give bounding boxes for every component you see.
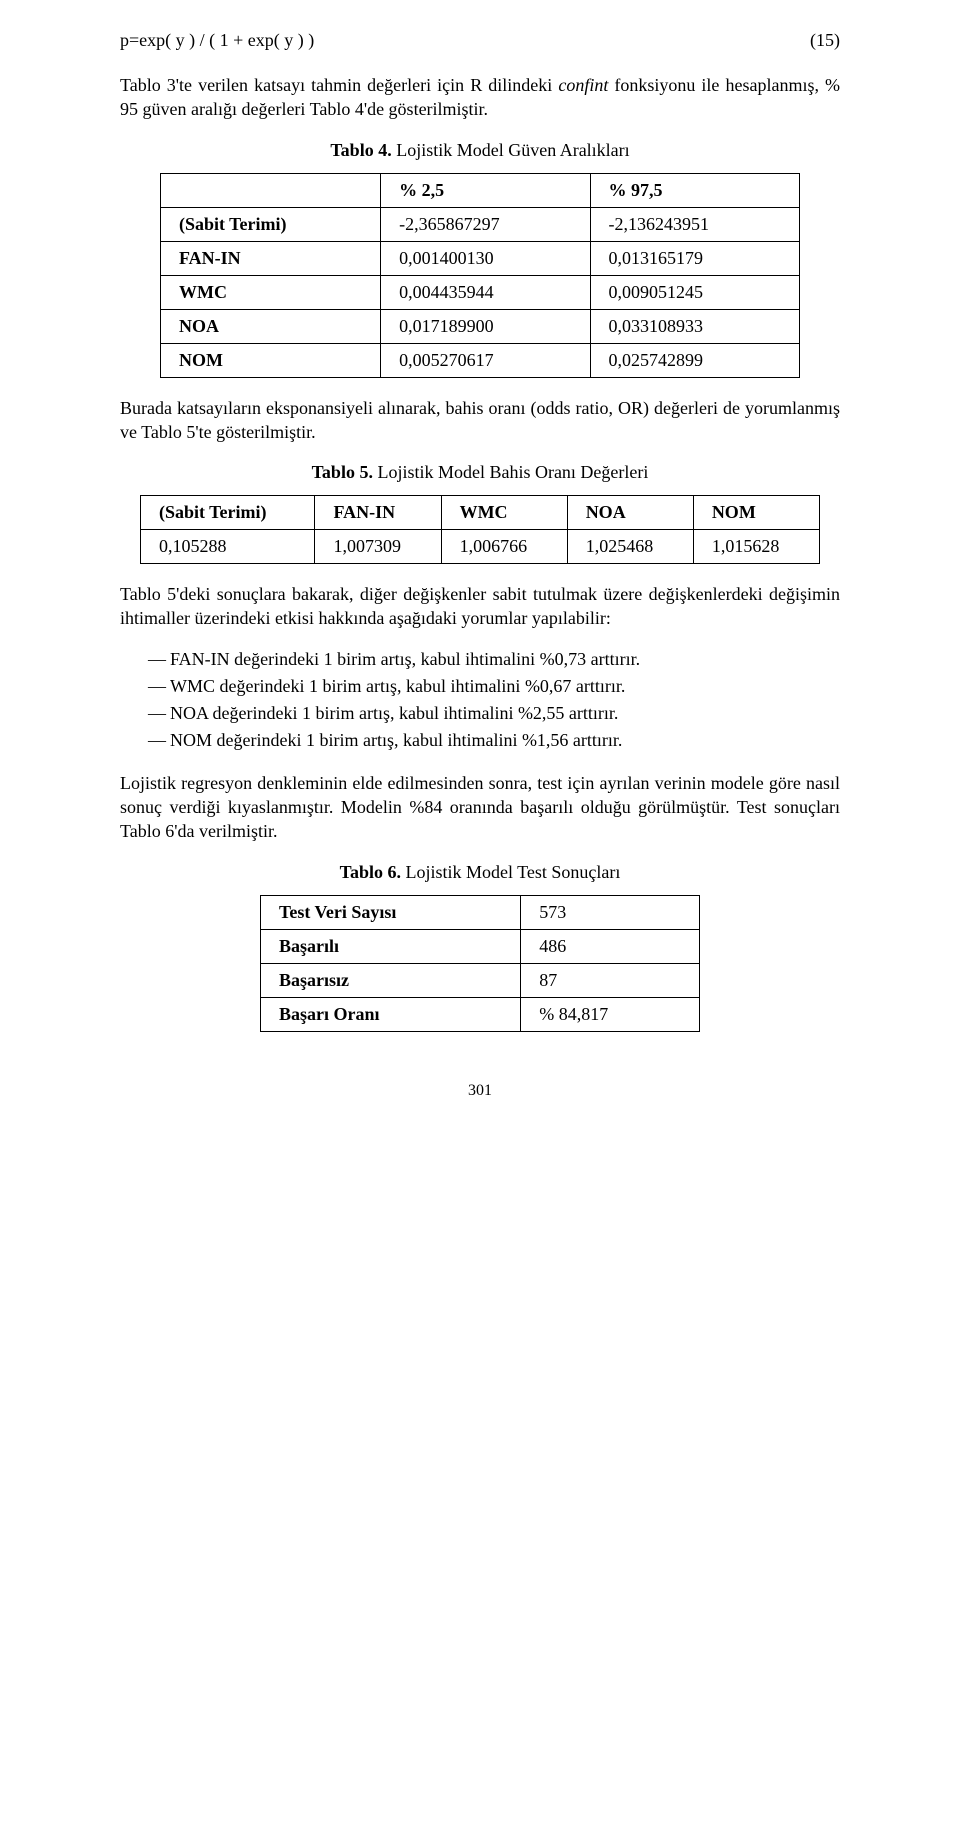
cell: 573: [521, 895, 700, 929]
cell: -2,365867297: [381, 207, 590, 241]
cell: [161, 173, 381, 207]
cell: 87: [521, 963, 700, 997]
cell: % 2,5: [381, 173, 590, 207]
document-page: p=exp( y ) / ( 1 + exp( y ) ) (15) Tablo…: [0, 0, 960, 1140]
bullet-list: FAN-IN değerindeki 1 birim artış, kabul …: [120, 649, 840, 751]
cell: 0,025742899: [590, 343, 799, 377]
list-item: WMC değerindeki 1 birim artış, kabul iht…: [148, 676, 840, 697]
cell: 0,005270617: [381, 343, 590, 377]
cell: 1,015628: [693, 530, 819, 564]
paragraph-2: Burada katsayıların eksponansiyeli alına…: [120, 396, 840, 445]
table6-caption-bold: Tablo 6.: [340, 862, 401, 882]
table5-caption-bold: Tablo 5.: [312, 462, 373, 482]
cell: Başarı Oranı: [261, 997, 521, 1031]
table-row: Başarısız 87: [261, 963, 700, 997]
cell: FAN-IN: [161, 241, 381, 275]
cell: 486: [521, 929, 700, 963]
cell: Başarısız: [261, 963, 521, 997]
cell: 0,033108933: [590, 309, 799, 343]
list-item: NOA değerindeki 1 birim artış, kabul iht…: [148, 703, 840, 724]
cell: (Sabit Terimi): [161, 207, 381, 241]
formula-row: p=exp( y ) / ( 1 + exp( y ) ) (15): [120, 30, 840, 51]
table-row: Başarılı 486: [261, 929, 700, 963]
table-row: (Sabit Terimi) FAN-IN WMC NOA NOM: [141, 496, 820, 530]
cell: WMC: [161, 275, 381, 309]
cell: -2,136243951: [590, 207, 799, 241]
cell: 0,009051245: [590, 275, 799, 309]
cell: NOM: [161, 343, 381, 377]
list-item: NOM değerindeki 1 birim artış, kabul iht…: [148, 730, 840, 751]
table4-caption: Tablo 4. Lojistik Model Güven Aralıkları: [120, 140, 840, 161]
table-row: FAN-IN 0,001400130 0,013165179: [161, 241, 800, 275]
table6-caption-rest: Lojistik Model Test Sonuçları: [401, 862, 620, 882]
table6: Test Veri Sayısı 573 Başarılı 486 Başarı…: [260, 895, 700, 1032]
cell: 0,105288: [141, 530, 315, 564]
table4: % 2,5 % 97,5 (Sabit Terimi) -2,365867297…: [160, 173, 800, 378]
cell: (Sabit Terimi): [141, 496, 315, 530]
formula-label: (15): [810, 30, 840, 51]
cell: 1,025468: [567, 530, 693, 564]
table-row: 0,105288 1,007309 1,006766 1,025468 1,01…: [141, 530, 820, 564]
table-row: Başarı Oranı % 84,817: [261, 997, 700, 1031]
page-number: 301: [120, 1082, 840, 1100]
table5-caption: Tablo 5. Lojistik Model Bahis Oranı Değe…: [120, 462, 840, 483]
paragraph-4: Lojistik regresyon denkleminin elde edil…: [120, 771, 840, 844]
cell: 0,001400130: [381, 241, 590, 275]
table5-caption-rest: Lojistik Model Bahis Oranı Değerleri: [373, 462, 648, 482]
cell: Başarılı: [261, 929, 521, 963]
paragraph-3: Tablo 5'deki sonuçlara bakarak, diğer de…: [120, 582, 840, 631]
cell: Test Veri Sayısı: [261, 895, 521, 929]
table-row: NOM 0,005270617 0,025742899: [161, 343, 800, 377]
table5: (Sabit Terimi) FAN-IN WMC NOA NOM 0,1052…: [140, 495, 820, 564]
table4-caption-rest: Lojistik Model Güven Aralıkları: [392, 140, 630, 160]
table6-caption: Tablo 6. Lojistik Model Test Sonuçları: [120, 862, 840, 883]
cell: NOM: [693, 496, 819, 530]
table-row: % 2,5 % 97,5: [161, 173, 800, 207]
formula-text: p=exp( y ) / ( 1 + exp( y ) ): [120, 30, 314, 51]
cell: NOA: [161, 309, 381, 343]
list-item: FAN-IN değerindeki 1 birim artış, kabul …: [148, 649, 840, 670]
table-row: NOA 0,017189900 0,033108933: [161, 309, 800, 343]
table-row: (Sabit Terimi) -2,365867297 -2,136243951: [161, 207, 800, 241]
cell: 0,017189900: [381, 309, 590, 343]
cell: 0,013165179: [590, 241, 799, 275]
cell: NOA: [567, 496, 693, 530]
table-row: Test Veri Sayısı 573: [261, 895, 700, 929]
table-row: WMC 0,004435944 0,009051245: [161, 275, 800, 309]
paragraph-1: Tablo 3'te verilen katsayı tahmin değerl…: [120, 73, 840, 122]
cell: FAN-IN: [315, 496, 441, 530]
cell: 1,007309: [315, 530, 441, 564]
cell: 0,004435944: [381, 275, 590, 309]
cell: 1,006766: [441, 530, 567, 564]
cell: WMC: [441, 496, 567, 530]
table4-caption-bold: Tablo 4.: [330, 140, 391, 160]
cell: % 97,5: [590, 173, 799, 207]
cell: % 84,817: [521, 997, 700, 1031]
